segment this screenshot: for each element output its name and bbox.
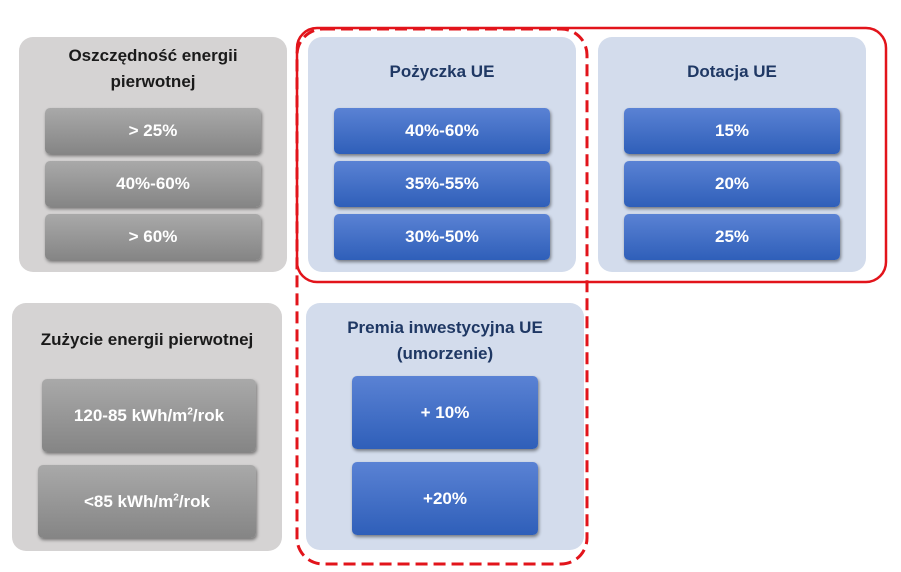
premium-option-2: +20%	[352, 462, 538, 535]
eu-investment-premium-title: Premia inwestycyjna UE (umorzenie)	[306, 315, 584, 367]
energy-consumption-title: Zużycie energii pierwotnej	[40, 330, 254, 349]
consumption-option-2-text: <85 kWh/m2/rok	[83, 491, 211, 511]
eu-loan-panel: Pożyczka UE 40%-60% 35%-55% 30%-50%	[308, 37, 576, 272]
eu-grant-option-3: 25%	[624, 214, 840, 260]
premium-title-line-2: (umorzenie)	[396, 344, 494, 363]
premium-title-line-1: Premia inwestycyjna UE	[347, 318, 543, 337]
eu-investment-premium-panel: Premia inwestycyjna UE (umorzenie) + 10%…	[306, 303, 584, 550]
eu-grant-title: Dotacja UE	[687, 62, 777, 81]
eu-grant-option-2: 20%	[624, 161, 840, 207]
energy-savings-option-3: > 60%	[45, 214, 261, 260]
eu-loan-option-1: 40%-60%	[334, 108, 550, 154]
eu-loan-title: Pożyczka UE	[389, 62, 495, 81]
eu-loan-option-3: 30%-50%	[334, 214, 550, 260]
premium-option-1: + 10%	[352, 376, 538, 449]
eu-grant-panel: Dotacja UE 15% 20% 25%	[598, 37, 866, 272]
energy-savings-panel: Oszczędność energii pierwotnej > 25% 40%…	[19, 37, 287, 272]
consumption-option-1-text: 120-85 kWh/m2/rok	[73, 405, 225, 425]
energy-savings-option-1: > 25%	[45, 108, 261, 154]
eu-loan-option-2: 35%-55%	[334, 161, 550, 207]
energy-savings-title: Oszczędność energii pierwotnej	[68, 46, 238, 91]
consumption-option-1: 120-85 kWh/m2/rok	[42, 379, 256, 452]
consumption-option-2: <85 kWh/m2/rok	[38, 465, 256, 538]
energy-consumption-panel: Zużycie energii pierwotnej 120-85 kWh/m2…	[12, 303, 282, 551]
eu-grant-option-1: 15%	[624, 108, 840, 154]
energy-savings-option-2: 40%-60%	[45, 161, 261, 207]
